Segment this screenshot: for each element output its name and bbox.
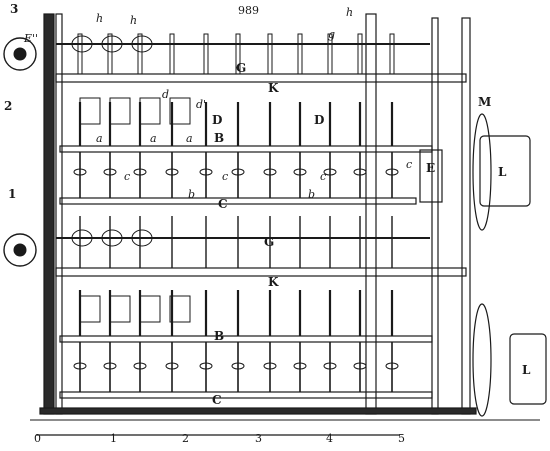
label-L1: L	[498, 165, 507, 179]
scale-1: 1	[110, 432, 117, 445]
label-b2: b	[308, 188, 315, 201]
rail-c-lower	[59, 391, 433, 399]
label-E: E	[426, 161, 435, 175]
shaft-bobbin-lower	[101, 229, 123, 247]
top-spindle-stub	[327, 33, 333, 75]
label-c1: c	[124, 170, 130, 183]
rail-k-lower	[55, 267, 467, 277]
top-spindle-stub	[235, 33, 241, 75]
label-B1: B	[214, 131, 224, 145]
label-h2: h	[130, 14, 137, 27]
label-M: M	[478, 95, 491, 109]
label-K1: K	[268, 81, 279, 95]
spindle-rows	[71, 33, 399, 392]
right-frame-post	[431, 17, 439, 415]
rail-c-upper	[59, 197, 417, 205]
gear-lower	[3, 233, 37, 267]
label-e-prime: E''	[23, 32, 38, 45]
rail-b-upper	[59, 145, 433, 153]
left-gear-column	[43, 13, 55, 415]
label-D1: D	[212, 113, 222, 127]
top-spindle-stub	[267, 33, 273, 75]
label-D2: D	[314, 113, 324, 127]
shaft-bobbin-upper	[131, 35, 153, 53]
flyer-bobbin-upper	[79, 97, 101, 125]
top-spindle-stub	[77, 33, 83, 75]
top-spindle-stub	[169, 33, 175, 75]
base-beam	[39, 407, 477, 415]
top-spindle-stub	[389, 33, 395, 75]
label-h3: h	[346, 6, 353, 19]
scale-3: 3	[255, 432, 262, 445]
scale-2: 2	[182, 432, 189, 445]
frame-structure	[30, 13, 547, 436]
label-K2: K	[268, 275, 279, 289]
shaft-bobbin-lower	[131, 229, 153, 247]
scale-5: 5	[398, 432, 405, 445]
belt-lower	[472, 303, 492, 417]
top-spindle-stub	[297, 33, 303, 75]
rail-b-lower	[59, 335, 433, 343]
label-c2: c	[222, 170, 228, 183]
label-a2: a	[150, 132, 157, 145]
label-b1: b	[188, 188, 195, 201]
pulley-l-lower	[509, 333, 547, 405]
flyer-bobbin-upper	[139, 97, 161, 125]
top-spindle-stub	[107, 33, 113, 75]
scale-0: 0	[34, 432, 41, 445]
flyer-bobbin-lower	[79, 295, 101, 323]
flyer-bobbin-lower	[169, 295, 191, 323]
label-a3: a	[186, 132, 193, 145]
figure-number: 989	[238, 4, 259, 17]
label-2: 2	[4, 99, 12, 113]
shaft-bobbin-lower	[71, 229, 93, 247]
label-G2: G	[264, 235, 274, 249]
scale-4: 4	[326, 432, 333, 445]
box-e	[419, 149, 443, 203]
belt-m	[472, 113, 492, 231]
rail-k-upper	[55, 73, 467, 83]
label-c3: c	[320, 170, 326, 183]
shaft-bobbin-upper	[71, 35, 93, 53]
label-c4: c	[406, 158, 412, 171]
label-d1: d	[162, 88, 169, 101]
top-spindle-stub	[357, 33, 363, 75]
label-B2: B	[214, 329, 224, 343]
pulley-l-upper	[479, 135, 531, 207]
flyer-bobbin-upper	[109, 97, 131, 125]
label-C1: C	[218, 197, 228, 211]
top-spindle-stub	[137, 33, 143, 75]
label-L2: L	[522, 363, 531, 377]
label-h1: h	[96, 12, 103, 25]
label-G1: G	[236, 61, 246, 75]
gear-upper	[3, 37, 37, 71]
flyer-bobbin-lower	[139, 295, 161, 323]
label-d2: d'	[196, 98, 206, 111]
label-a1: a	[96, 132, 103, 145]
shaft-bobbin-upper	[101, 35, 123, 53]
flyer-bobbin-upper	[169, 97, 191, 125]
label-3: 3	[10, 2, 18, 16]
label-g1: g	[328, 28, 335, 41]
flyer-bobbin-lower	[109, 295, 131, 323]
top-spindle-stub	[203, 33, 209, 75]
label-1: 1	[8, 187, 16, 201]
label-C2: C	[212, 393, 222, 407]
